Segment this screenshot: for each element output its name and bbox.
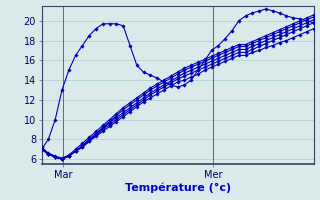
X-axis label: Température (°c): Température (°c) (124, 182, 231, 193)
